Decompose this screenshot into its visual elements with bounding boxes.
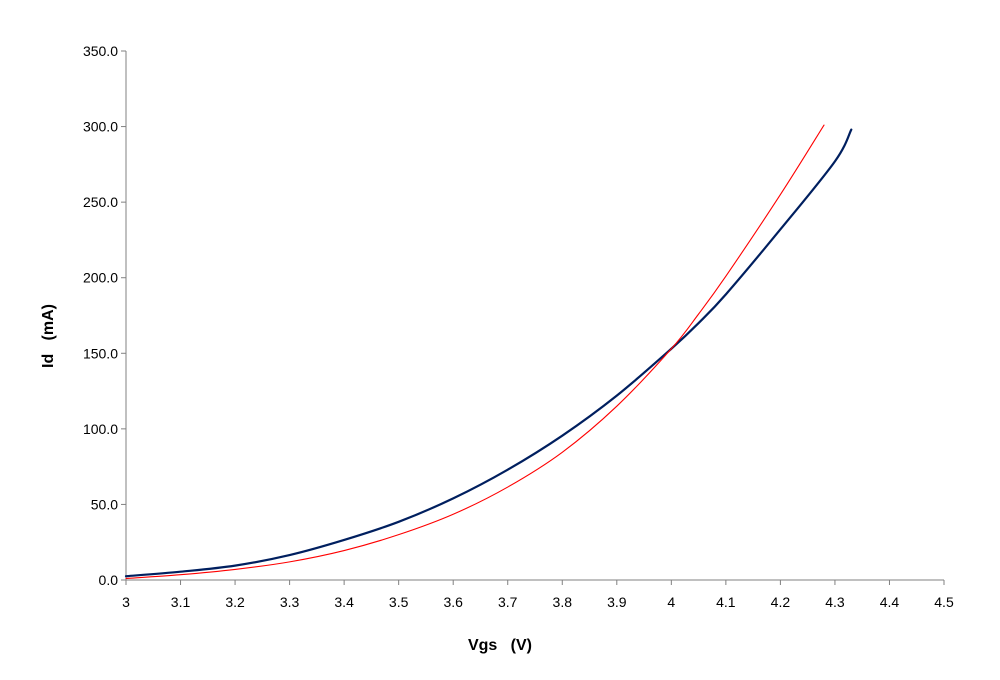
x-tick-label: 4.1 (716, 594, 736, 610)
x-tick-label: 3.8 (553, 594, 573, 610)
x-tick-label: 4.3 (825, 594, 845, 610)
x-tick-label: 3.1 (171, 594, 191, 610)
ticks: 3 3.1 3.2 3.3 3.4 3.5 3.6 3.7 3.8 3.9 4 4.1 4.2 4.3 4.… (83, 43, 954, 610)
series-line-red (125, 124, 825, 580)
x-tick-label: 3 (122, 594, 130, 610)
x-tick-label: 3.3 (280, 594, 300, 610)
x-tick-label: 4.5 (934, 594, 954, 610)
x-axis-title: Vgs (V) (468, 637, 532, 654)
x-tick-label: 4.2 (771, 594, 791, 610)
y-tick-label: 200.0 (83, 270, 118, 286)
x-tick-label: 3.6 (443, 594, 463, 610)
x-tick-label: 3.5 (389, 594, 409, 610)
series-line-blue (124, 128, 853, 578)
y-axis-title: Id (mA) (40, 304, 57, 368)
x-tick-label: 3.4 (334, 594, 354, 610)
y-tick-label: 300.0 (83, 119, 118, 135)
x-tick-label: 3.2 (225, 594, 245, 610)
y-tick-label: 100.0 (83, 421, 118, 437)
series (124, 124, 853, 580)
y-tick-label: 50.0 (91, 496, 118, 512)
y-tick-label: 350.0 (83, 43, 118, 59)
y-tick-label: 250.0 (83, 194, 118, 210)
x-tick-label: 3.7 (498, 594, 518, 610)
y-tick-label: 150.0 (83, 345, 118, 361)
y-tick-label: 0.0 (99, 572, 119, 588)
axes (125, 51, 944, 581)
x-tick-label: 3.9 (607, 594, 627, 610)
x-tick-label: 4.4 (880, 594, 900, 610)
x-tick-label: 4 (667, 594, 675, 610)
